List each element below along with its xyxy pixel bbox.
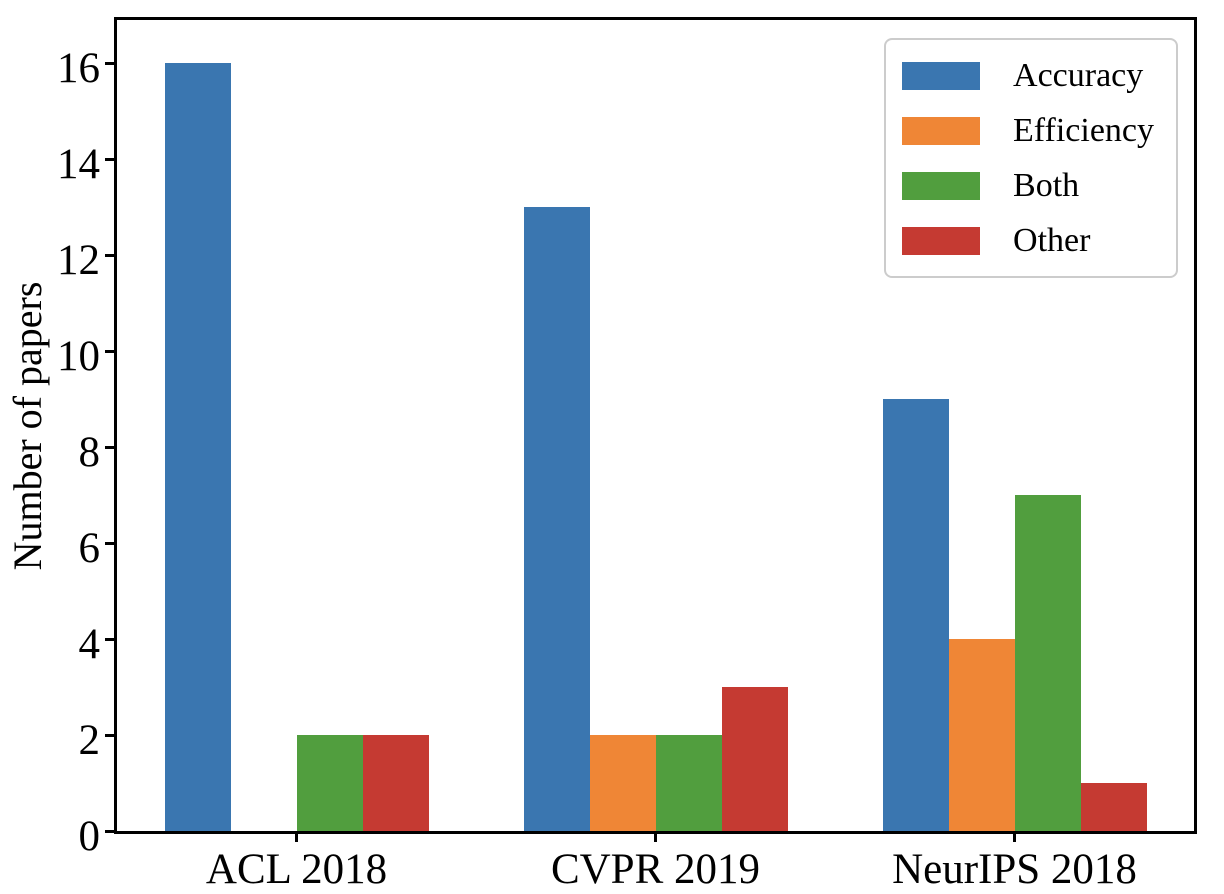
y-tick-mark xyxy=(105,157,116,161)
y-tick-label: 2 xyxy=(78,717,101,765)
bar-efficiency-neurips-2018 xyxy=(948,639,1015,831)
x-tick-mark xyxy=(295,831,298,842)
bar-accuracy-cvpr-2019 xyxy=(523,207,590,831)
legend-label-accuracy: Accuracy xyxy=(1013,57,1144,94)
legend-label-both: Both xyxy=(1013,167,1080,205)
y-tick-mark xyxy=(105,829,116,833)
legend-label-other: Other xyxy=(1013,222,1091,260)
y-tick-label: 4 xyxy=(78,621,101,669)
legend-swatch-both xyxy=(902,171,981,200)
y-tick-mark xyxy=(105,253,116,257)
legend-swatch-efficiency xyxy=(902,116,981,145)
x-tick-label-neurips-2018: NeurIPS 2018 xyxy=(892,846,1137,893)
legend-item-other: Other xyxy=(902,221,1154,260)
bar-other-neurips-2018 xyxy=(1080,783,1147,831)
x-tick-mark xyxy=(1013,831,1016,842)
x-tick-mark xyxy=(654,831,657,842)
y-tick-mark xyxy=(105,61,116,65)
y-tick-mark xyxy=(105,349,116,353)
bar-other-cvpr-2019 xyxy=(721,687,788,831)
x-tick-label-cvpr-2019: CVPR 2019 xyxy=(550,846,761,893)
y-tick-label: 10 xyxy=(57,333,100,381)
legend-swatch-other xyxy=(902,226,981,255)
bar-other-acl-2018 xyxy=(362,735,429,831)
bar-both-cvpr-2019 xyxy=(655,735,722,831)
y-tick-label: 0 xyxy=(78,813,101,860)
legend-swatch-accuracy xyxy=(902,61,981,90)
y-tick-mark xyxy=(105,733,116,737)
y-tick-label: 14 xyxy=(57,141,100,189)
x-tick-label-acl-2018: ACL 2018 xyxy=(205,846,388,893)
bar-both-acl-2018 xyxy=(296,735,363,831)
legend: Accuracy Efficiency Both Other xyxy=(884,38,1178,279)
y-tick-label: 12 xyxy=(57,237,100,285)
y-tick-label: 16 xyxy=(57,45,100,93)
bar-efficiency-cvpr-2019 xyxy=(589,735,656,831)
legend-item-both: Both xyxy=(902,166,1154,205)
y-tick-mark xyxy=(105,445,116,449)
y-tick-mark xyxy=(105,637,116,641)
y-tick-mark xyxy=(105,541,116,545)
plot-area: Accuracy Efficiency Both Other xyxy=(114,17,1197,834)
legend-item-accuracy: Accuracy xyxy=(902,56,1154,95)
y-tick-label: 6 xyxy=(78,525,101,573)
bar-accuracy-neurips-2018 xyxy=(882,399,949,831)
y-tick-label: 8 xyxy=(78,429,101,477)
legend-label-efficiency: Efficiency xyxy=(1013,112,1154,150)
legend-item-efficiency: Efficiency xyxy=(902,111,1154,150)
bar-accuracy-acl-2018 xyxy=(164,63,231,831)
bar-both-neurips-2018 xyxy=(1014,495,1081,831)
